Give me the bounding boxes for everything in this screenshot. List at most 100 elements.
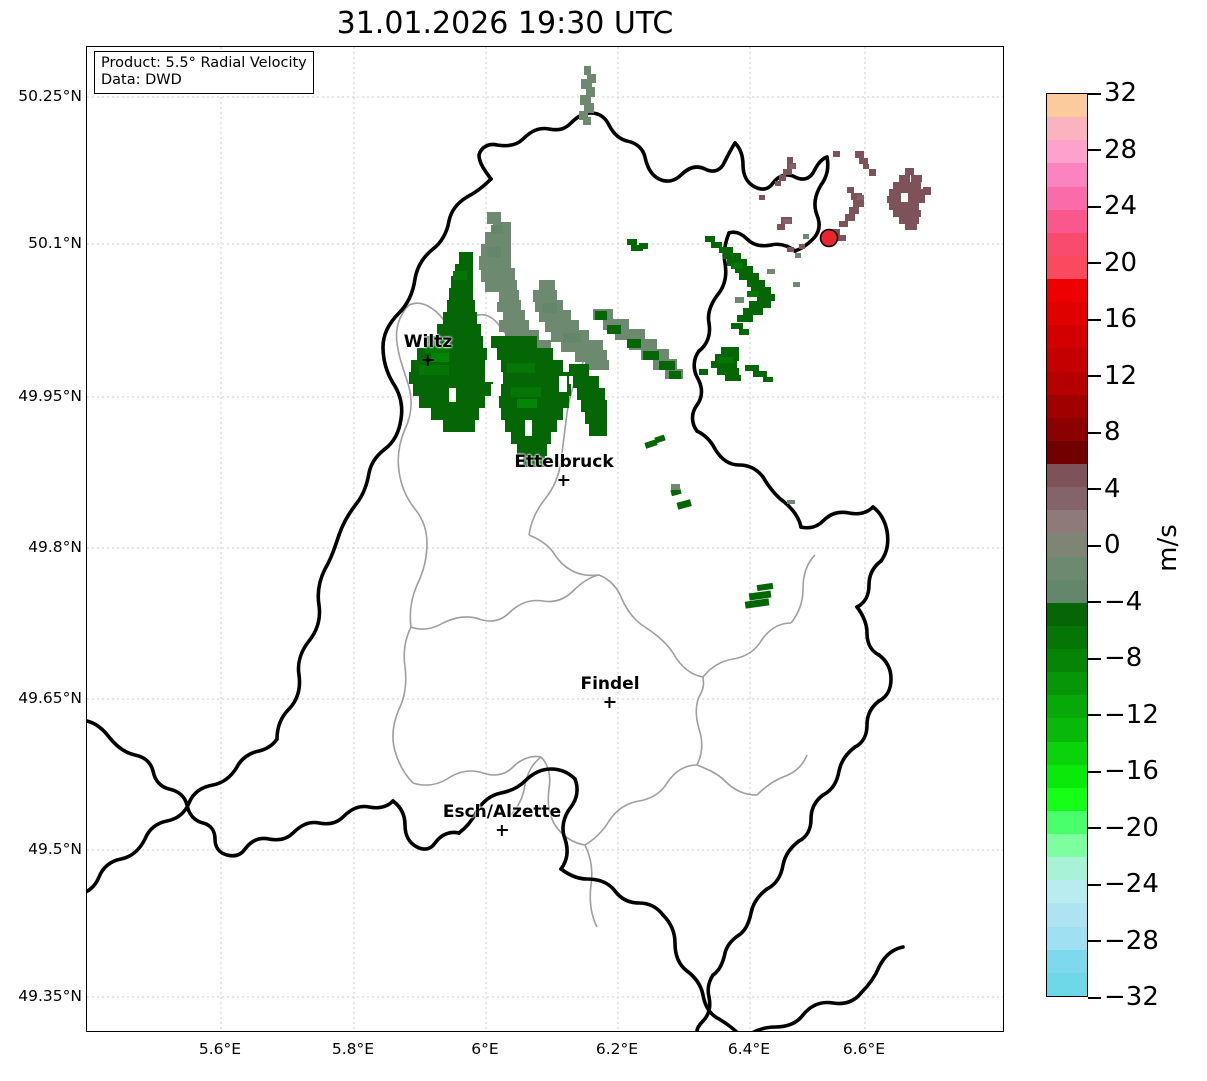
colorbar-band: [1047, 903, 1087, 926]
colorbar-tick-label: −32: [1088, 982, 1159, 1012]
colorbar-band: [1047, 233, 1087, 256]
colorbar-band: [1047, 857, 1087, 880]
colorbar-tick-label: −24: [1088, 869, 1159, 899]
colorbar-tick-label: −20: [1088, 813, 1159, 843]
colorbar-tick-mark: [1088, 545, 1101, 547]
colorbar-band: [1047, 395, 1087, 418]
echo-cell: [644, 435, 773, 609]
longitude-tick-label: 6.6°E: [843, 1040, 885, 1058]
colorbar-band: [1047, 418, 1087, 441]
colorbar-band: [1047, 441, 1087, 464]
colorbar-band: [1047, 256, 1087, 279]
echo-cell: [579, 66, 596, 125]
colorbar-band: [1047, 557, 1087, 580]
colorbar-band: [1047, 325, 1087, 348]
colorbar-tick-mark: [1088, 93, 1101, 95]
colorbar-band: [1047, 580, 1087, 603]
colorbar-band: [1047, 94, 1087, 117]
longitude-tick-label: 5.8°E: [332, 1040, 374, 1058]
colorbar-tick-mark: [1088, 206, 1101, 208]
colorbar-tick-label: −8: [1088, 643, 1142, 673]
colorbar-tick-mark: [1088, 771, 1101, 773]
colorbar-tick-mark: [1088, 827, 1101, 829]
map-gridlines: [87, 47, 1003, 1031]
colorbar-band: [1047, 279, 1087, 302]
colorbar-tick-mark: [1088, 940, 1101, 942]
colorbar-band: [1047, 765, 1087, 788]
colorbar-tick-label: 16: [1088, 304, 1137, 334]
longitude-tick-label: 6.2°E: [596, 1040, 638, 1058]
colorbar-band: [1047, 487, 1087, 510]
colorbar-tick-mark: [1088, 601, 1101, 603]
colorbar-tick-label: −12: [1088, 700, 1159, 730]
city-label-esch-alzette: Esch/Alzette: [443, 802, 561, 836]
colorbar-tick-mark: [1088, 714, 1101, 716]
colorbar-tick-mark: [1088, 432, 1101, 434]
colorbar-tick-label: −4: [1088, 587, 1142, 617]
colorbar-tick-label: 8: [1088, 417, 1121, 447]
colorbar-band: [1047, 372, 1087, 395]
colorbar-band: [1047, 973, 1087, 996]
colorbar-band: [1047, 742, 1087, 765]
colorbar-band: [1047, 927, 1087, 950]
colorbar-band: [1047, 788, 1087, 811]
colorbar-band: [1047, 811, 1087, 834]
city-marker-icon: [558, 475, 569, 486]
colorbar-band: [1047, 302, 1087, 325]
city-marker-icon: [604, 697, 615, 708]
echo-cell: [887, 168, 931, 230]
colorbar-tick-label: 32: [1088, 78, 1137, 108]
colorbar-tick-mark: [1088, 658, 1101, 660]
product-info-box: Product: 5.5° Radial Velocity Data: DWD: [94, 51, 314, 94]
city-name: Esch/Alzette: [443, 802, 561, 822]
colorbar-tick-mark: [1088, 375, 1101, 377]
colorbar[interactable]: [1046, 93, 1088, 997]
colorbar-band: [1047, 834, 1087, 857]
colorbar-band: [1047, 950, 1087, 973]
colorbar-band: [1047, 603, 1087, 626]
colorbar-tick-mark: [1088, 149, 1101, 151]
city-name: Findel: [580, 674, 639, 694]
colorbar-band: [1047, 510, 1087, 533]
colorbar-tick-label: 24: [1088, 191, 1137, 221]
city-label-wiltz: Wiltz: [404, 332, 452, 366]
info-data-source: Data: DWD: [101, 72, 307, 89]
city-name: Wiltz: [404, 332, 452, 352]
colorbar-band: [1047, 464, 1087, 487]
colorbar-tick-mark: [1088, 488, 1101, 490]
colorbar-band: [1047, 163, 1087, 186]
colorbar-band: [1047, 533, 1087, 556]
city-marker-icon: [423, 355, 434, 366]
longitude-tick-label: 6°E: [471, 1040, 498, 1058]
info-product: Product: 5.5° Radial Velocity: [101, 55, 307, 72]
colorbar-tick-label: 4: [1088, 474, 1121, 504]
map-vector-layer: [87, 47, 1003, 1031]
colorbar-tick-label: 12: [1088, 361, 1137, 391]
colorbar-tick-label: −16: [1088, 756, 1159, 786]
colorbar-band: [1047, 718, 1087, 741]
longitude-tick-label: 5.6°E: [199, 1040, 241, 1058]
city-label-ettelbruck: Ettelbruck: [514, 452, 613, 486]
colorbar-tick-label: 20: [1088, 248, 1137, 278]
colorbar-tick-mark: [1088, 319, 1101, 321]
city-label-findel: Findel: [580, 674, 639, 708]
map-canvas: [87, 47, 1003, 1031]
colorbar-tick-mark: [1088, 884, 1101, 886]
colorbar-tick-label: 0: [1088, 530, 1121, 560]
radar-site-marker: [821, 230, 838, 247]
colorbar-tick-label: −28: [1088, 926, 1159, 956]
colorbar-band: [1047, 695, 1087, 718]
colorbar-ticks: 322824201612840−4−8−12−16−20−24−28−32: [1088, 0, 1207, 1081]
colorbar-band: [1047, 210, 1087, 233]
echo-cell: [627, 236, 775, 382]
colorbar-band: [1047, 187, 1087, 210]
colorbar-band: [1047, 348, 1087, 371]
colorbar-band: [1047, 117, 1087, 140]
city-name: Ettelbruck: [514, 452, 613, 472]
colorbar-tick-mark: [1088, 262, 1101, 264]
colorbar-band: [1047, 649, 1087, 672]
colorbar-band: [1047, 140, 1087, 163]
radar-map[interactable]: [86, 46, 1004, 1032]
colorbar-unit-label: m/s: [1153, 524, 1183, 572]
colorbar-band: [1047, 880, 1087, 903]
